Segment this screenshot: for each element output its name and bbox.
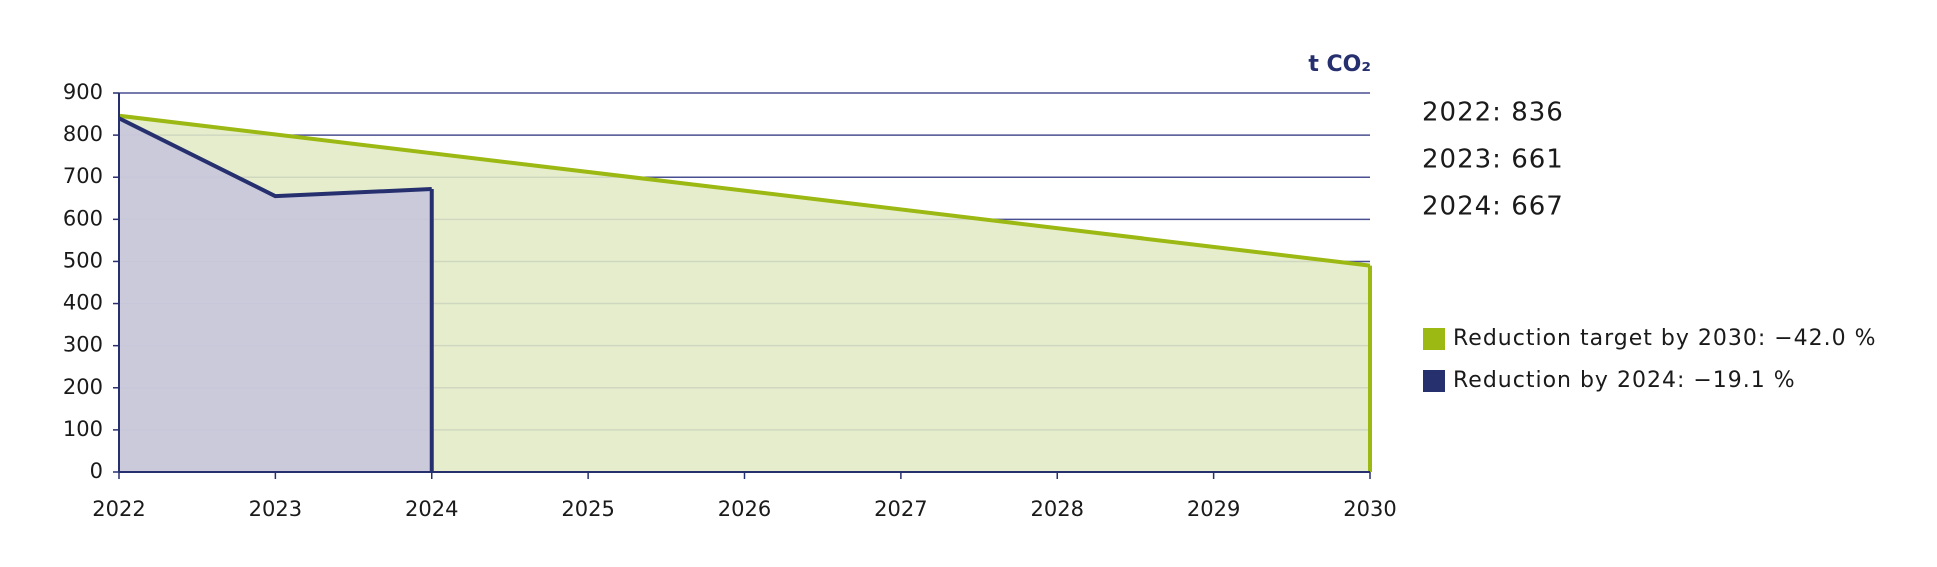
line — [118, 113, 1371, 268]
line — [118, 116, 432, 199]
y-tick-label: 600 — [63, 206, 103, 230]
x-tick-label: 2027 — [874, 497, 927, 521]
legend-swatch — [1423, 328, 1445, 350]
legend-swatch — [1423, 370, 1445, 392]
y-tick-label: 200 — [63, 375, 103, 399]
legend-label: Reduction by 2024: −19.1 % — [1453, 368, 1796, 393]
x-tick-label: 2030 — [1343, 497, 1396, 521]
y-tick-label: 900 — [63, 80, 103, 104]
x-tick-label: 2025 — [561, 497, 614, 521]
y-tick-label: 0 — [90, 459, 103, 483]
y-tick-label: 800 — [63, 122, 103, 146]
annotation: 2024: 667 — [1422, 192, 1564, 222]
legend-label: Reduction target by 2030: −42.0 % — [1453, 326, 1877, 351]
area — [119, 118, 432, 473]
y-tick-label: 400 — [63, 291, 103, 315]
x-tick-label: 2022 — [92, 497, 145, 521]
annotation: 2023: 661 — [1422, 145, 1564, 175]
x-tick-label: 2028 — [1031, 497, 1084, 521]
unit-label: t CO₂ — [1308, 52, 1371, 77]
y-tick-label: 500 — [63, 248, 103, 272]
y-tick-label: 300 — [63, 333, 103, 357]
x-tick-label: 2023 — [249, 497, 302, 521]
y-tick-label: 100 — [63, 417, 103, 441]
x-tick-label: 2024 — [405, 497, 458, 521]
x-tick-label: 2029 — [1187, 497, 1240, 521]
annotation: 2022: 836 — [1422, 98, 1564, 128]
y-tick-label: 700 — [63, 164, 103, 188]
x-tick-label: 2026 — [718, 497, 771, 521]
